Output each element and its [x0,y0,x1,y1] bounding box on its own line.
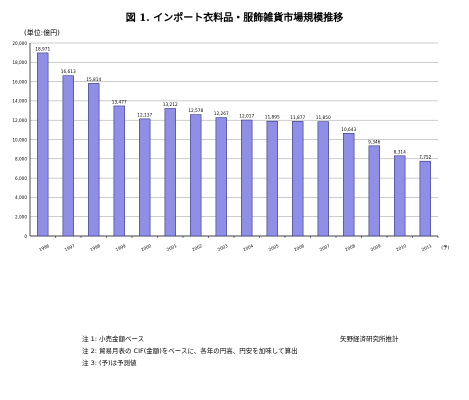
y-tick-label: 16,000 [12,79,27,84]
data-label: 8,314 [394,149,407,155]
y-tick-labels: 0 2,000 4,000 6,000 8,000 10,000 12,000 14,000 1… [12,41,27,239]
bar-2001 [164,108,176,237]
bar-1999 [113,105,125,237]
y-tick-label: 4,000 [15,195,27,200]
data-labels: 18,971 16,613 15,814 13,477 12,137 13,212 12,5… [35,46,431,160]
y-tick-label: 12,000 [12,118,27,123]
x-tick-label: 2002 [191,243,203,252]
bar-2008 [343,132,355,237]
x-tick-label: 2006 [293,243,305,252]
notes: 注 1: 小売金額ベース 注 2: 貿易月表の CIF(金額)をベースに、各年の… [82,333,298,369]
note-3: 注 3: (予)は予測値 [82,359,137,367]
y-axis-unit-label: (単位:億円) [24,29,60,37]
data-label: 12,017 [239,114,254,120]
x-tick-label: 2000 [140,243,152,252]
data-label: 11,877 [290,115,305,121]
data-label: 11,850 [316,115,331,121]
x-tick-label: 2008 [344,243,356,252]
data-label: 7,752 [419,155,432,161]
bar-2011 [419,160,431,237]
x-tick-label: 2003 [217,243,229,252]
bar-2009 [368,145,380,237]
chart-title: 図 1. インポート衣料品・服飾雑貨市場規模推移 [125,13,344,24]
note-1: 注 1: 小売金額ベース [82,335,145,343]
x-tick-label: 1998 [89,243,101,252]
y-tick-label: 0 [24,234,27,239]
x-tick-label: 2001 [166,243,178,252]
bar-2006 [292,121,304,237]
data-label: 9,346 [368,139,381,145]
y-tick-label: 10,000 [12,137,27,142]
bar-2010 [394,155,406,237]
data-label: 11,895 [265,115,280,121]
x-tick-label: 2009 [370,243,382,252]
y-tick-label: 2,000 [15,215,27,220]
y-tick-label: 14,000 [12,99,27,104]
x-tick-label: 1996 [38,243,50,252]
x-tick-label: 1999 [115,243,127,252]
bar-1998 [88,83,100,237]
bar-2004 [241,119,253,237]
y-tick-label: 18,000 [12,60,27,65]
bars [37,52,431,237]
forecast-marker: (予) [441,244,449,251]
bar-1997 [62,75,74,237]
bar-2005 [266,120,278,237]
x-tick-label: 2004 [242,243,254,252]
data-label: 13,477 [112,99,127,105]
bar-2000 [139,118,151,237]
data-label: 10,643 [341,127,356,133]
bar-2002 [190,114,202,237]
data-label: 18,971 [35,46,50,52]
data-label: 16,613 [61,69,76,75]
x-tick-label: 1997 [64,243,76,252]
x-tick-label: 2005 [268,243,280,252]
data-label: 12,578 [188,108,203,114]
note-2: 注 2: 貿易月表の CIF(金額)をベースに、各年の円高、円安を加味して算出 [82,347,298,355]
x-tick-label: 2007 [319,243,331,252]
x-tick-label: 2010 [395,243,407,252]
x-tick-labels: 1996 1997 1998 1999 2000 2001 2002 2003 2004 2005… [38,243,449,252]
y-tick-label: 8,000 [15,157,27,162]
source-credit: 矢野経済研究所推計 [340,335,399,343]
data-label: 12,267 [214,111,229,117]
bar-1996 [37,52,49,237]
bar-2007 [317,121,329,237]
x-tick-label: 2011 [421,243,433,252]
y-tick-label: 20,000 [12,41,27,46]
data-label: 15,814 [86,77,101,83]
data-label: 13,212 [163,102,178,108]
data-label: 12,137 [137,112,152,118]
y-tick-label: 6,000 [15,176,27,181]
bar-2003 [215,117,227,237]
